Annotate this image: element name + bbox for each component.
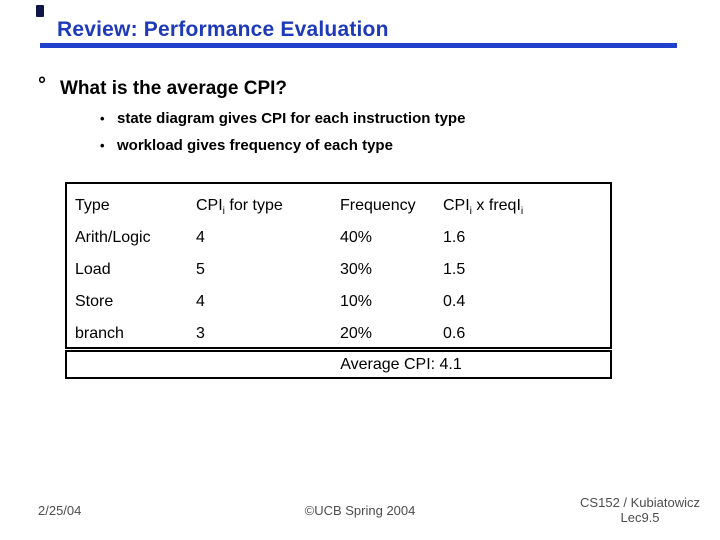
table-cell-cpi: 3 [196, 325, 205, 342]
table-header-frequency: Frequency [340, 197, 416, 214]
footer-lecture-number: Lec9.5 [620, 510, 660, 525]
footer-course-block: CS152 / Kubiatowicz Lec9.5 [580, 495, 700, 525]
table-cell-type: branch [75, 325, 124, 342]
table-cell-type: Arith/Logic [75, 229, 151, 246]
footer-date: 2/25/04 [38, 503, 82, 518]
table-cell-frequency: 40% [340, 229, 373, 246]
table-cell-product: 0.6 [443, 325, 466, 342]
sub-bullet-marker: • [100, 111, 105, 126]
table-cell-frequency: 30% [340, 261, 373, 278]
table-header-cpi: CPIi for type [196, 197, 283, 218]
table-header-product: CPIi x freqIi [443, 197, 524, 218]
footer-course-name: CS152 / Kubiatowicz [580, 495, 700, 510]
table-cell-cpi: 4 [196, 229, 205, 246]
average-cpi-box: Average CPI: 4.1 [65, 350, 612, 379]
sub-bullet-text: state diagram gives CPI for each instruc… [117, 110, 466, 127]
table-header-type: Type [75, 197, 110, 214]
cpi-table: Type CPIi for type Frequency CPIi x freq… [65, 182, 612, 349]
table-cell-type: Store [75, 293, 114, 310]
table-cell-frequency: 10% [340, 293, 373, 310]
sub-bullet-text: workload gives frequency of each type [117, 137, 393, 154]
sub-bullet-marker: • [100, 138, 105, 153]
slide-title: Review: Performance Evaluation [57, 18, 389, 41]
table-cell-type: Load [75, 261, 111, 278]
main-bullet-marker: ° [38, 74, 46, 96]
footer-copyright: ©UCB Spring 2004 [304, 503, 416, 518]
slide-corner-mark [36, 5, 44, 17]
table-cell-product: 1.6 [443, 229, 466, 246]
title-underline [40, 43, 677, 48]
main-bullet-text: What is the average CPI? [60, 78, 288, 99]
table-cell-cpi: 5 [196, 261, 205, 278]
table-cell-product: 0.4 [443, 293, 466, 310]
table-cell-product: 1.5 [443, 261, 466, 278]
table-cell-frequency: 20% [340, 325, 373, 342]
table-cell-cpi: 4 [196, 293, 205, 310]
